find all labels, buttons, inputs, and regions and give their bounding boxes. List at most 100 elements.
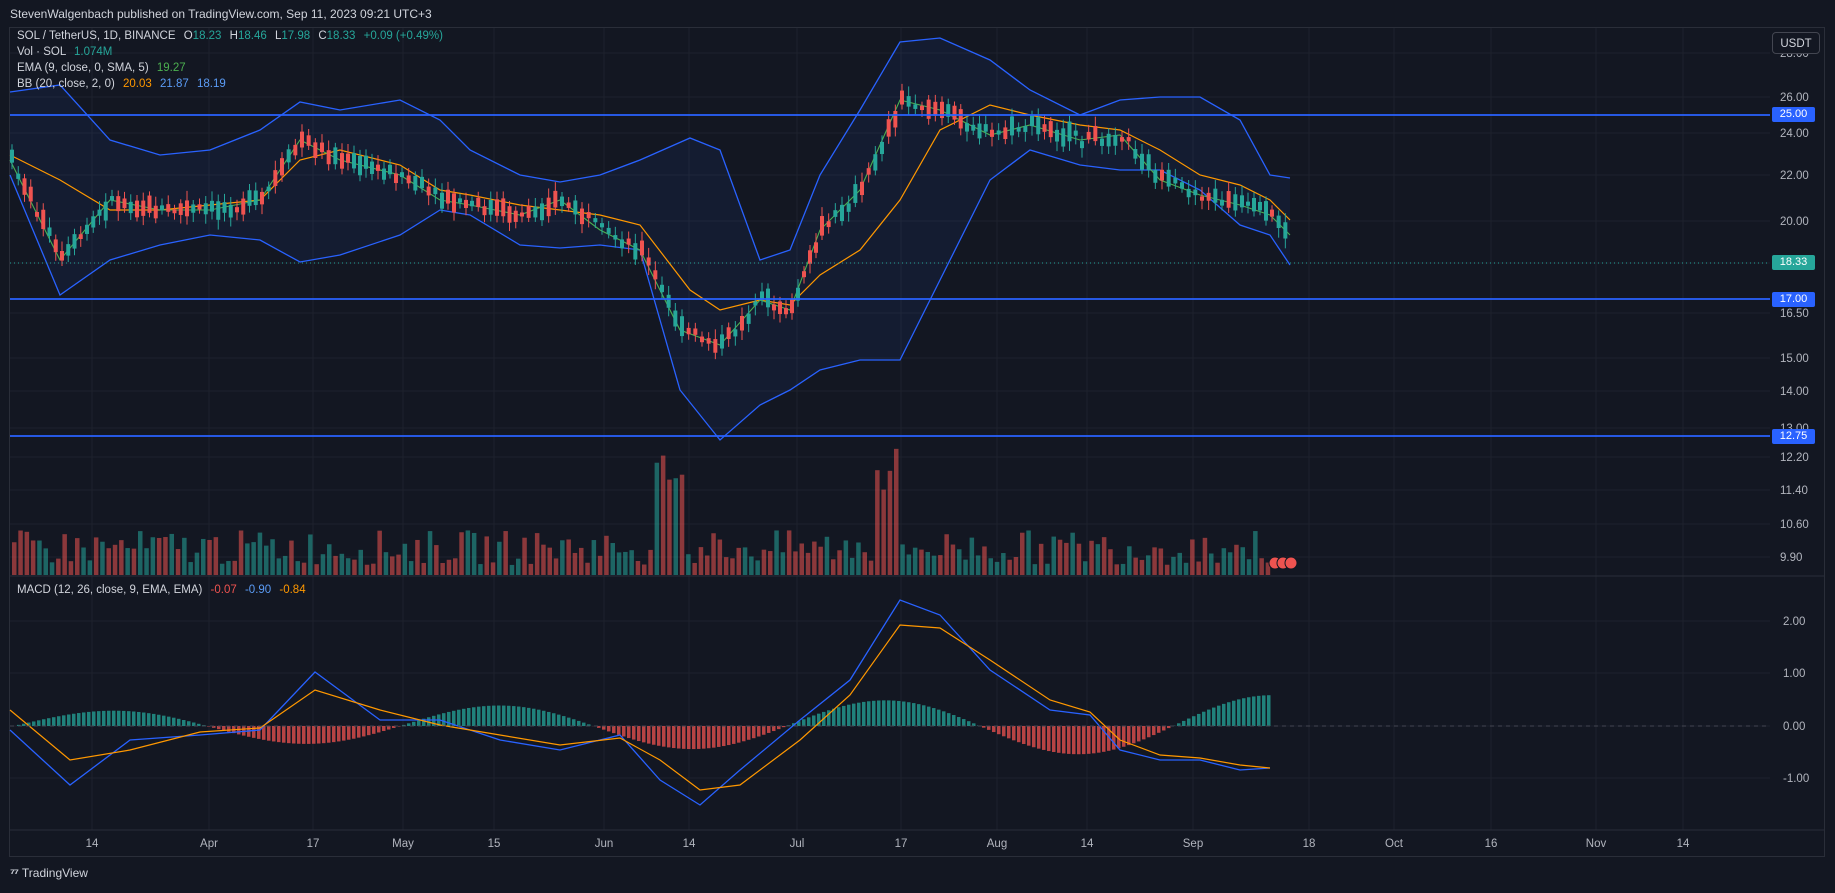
volume-bar: [1253, 531, 1258, 575]
macd-histogram-bar: [1202, 711, 1206, 726]
candle-body: [920, 105, 924, 111]
ema-label[interactable]: EMA (9, close, 0, SMA, 5): [17, 62, 149, 74]
volume-bar: [43, 548, 48, 575]
candle-body: [965, 123, 969, 132]
candle-body: [720, 334, 724, 349]
volume-bar: [591, 540, 597, 575]
volume-bar: [837, 550, 842, 575]
macd-histogram-bar: [747, 726, 751, 740]
candle-body: [501, 198, 506, 217]
macd-histogram-bar: [87, 711, 91, 726]
macd-histogram-bar: [1162, 726, 1166, 731]
macd-label[interactable]: MACD (12, 26, close, 9, EMA, EMA): [17, 584, 203, 596]
volume-bar: [434, 545, 439, 575]
volume-bar: [150, 537, 156, 575]
volume-bar: [818, 546, 823, 575]
candle-body: [247, 190, 252, 206]
time-axis-label: 16: [1485, 838, 1498, 850]
volume-bar: [364, 564, 370, 575]
candle-body: [726, 327, 731, 340]
volume-bar: [1032, 564, 1038, 575]
volume-bar: [408, 561, 414, 575]
volume-bar: [711, 533, 716, 575]
symbol-name[interactable]: SOL / TetherUS, 1D, BINANCE: [17, 30, 176, 42]
candle-body: [326, 150, 331, 165]
candle-body: [482, 206, 487, 216]
candle-body: [35, 211, 39, 217]
macd-histogram-bar: [1047, 726, 1051, 752]
bb-label[interactable]: BB (20, close, 2, 0): [17, 78, 115, 90]
candle-body: [772, 304, 776, 311]
volume-value: 1.074M: [74, 46, 113, 58]
candle-body: [546, 197, 551, 217]
macd-histogram-bar: [1102, 726, 1106, 752]
candle-body: [1153, 170, 1158, 183]
volume-bar: [894, 448, 899, 575]
event-flag-icon[interactable]: [1284, 556, 1298, 570]
candle-body: [893, 111, 898, 128]
candle-body: [753, 301, 758, 306]
candle-body: [1173, 177, 1178, 184]
price-axis-label: 10.60: [1780, 519, 1809, 531]
volume-bar: [301, 562, 307, 575]
macd-histogram-bar: [327, 726, 331, 743]
candle-body: [293, 144, 298, 156]
volume-bar: [654, 462, 660, 575]
candle-body: [646, 257, 651, 266]
volume-bar: [799, 543, 804, 575]
chart-frame[interactable]: [9, 27, 1825, 857]
macd-histogram-bar: [297, 726, 301, 744]
macd-axis-label: 2.00: [1783, 616, 1805, 628]
volume-bar: [1070, 532, 1075, 575]
volume-bar: [396, 554, 401, 575]
macd-histogram-bar: [887, 700, 891, 726]
volume-bar: [219, 563, 225, 575]
volume-bar: [604, 535, 609, 575]
low-value: 17.98: [281, 30, 311, 42]
volume-bar: [238, 530, 244, 575]
volume-bar: [465, 530, 471, 575]
macd-histogram-bar: [372, 726, 376, 734]
time-axis-label: 14: [683, 838, 696, 850]
candle-body: [971, 124, 976, 131]
macd-histogram-bar: [127, 711, 131, 726]
volume-bar: [1183, 562, 1189, 575]
volume-bar: [1209, 553, 1214, 575]
footer-brand[interactable]: TradingView: [21, 866, 88, 880]
volume-bar: [1146, 555, 1151, 575]
macd-histogram-bar: [812, 715, 816, 726]
time-axis-label: Oct: [1385, 838, 1404, 850]
candle-body: [706, 338, 711, 344]
macd-histogram-bar: [1127, 726, 1131, 746]
macd-histogram-bar: [587, 724, 591, 726]
candle-body: [1067, 121, 1072, 142]
macd-histogram-bar: [367, 726, 371, 736]
candle-body: [16, 173, 21, 179]
tradingview-logo-icon[interactable]: ⁷⁷: [10, 866, 19, 880]
macd-histogram-bar: [22, 723, 26, 726]
macd-histogram-bar: [837, 707, 841, 726]
macd-histogram-bar: [457, 709, 461, 726]
candle-body: [488, 199, 493, 215]
volume-bar: [572, 552, 578, 575]
time-axis-label: 14: [1081, 838, 1094, 850]
candle-body: [458, 198, 462, 203]
volume-bar: [421, 562, 426, 575]
candle-body: [1016, 127, 1021, 132]
volume-bar: [295, 561, 300, 575]
volume-bar: [906, 554, 912, 575]
candle-body: [203, 203, 208, 215]
volume-bar: [686, 554, 691, 575]
volume-bar: [975, 555, 981, 575]
macd-histogram-bar: [1057, 726, 1061, 753]
volume-bar: [93, 537, 99, 575]
macd-histogram-bar: [47, 718, 51, 726]
macd-histogram-bar: [192, 722, 196, 726]
candle-body: [1246, 201, 1250, 206]
currency-button[interactable]: USDT: [1772, 32, 1820, 54]
candle-body: [470, 200, 474, 207]
price-tag-25: 25.00: [1772, 107, 1815, 122]
volume-label[interactable]: Vol · SOL: [17, 46, 66, 58]
candle-body: [78, 234, 83, 240]
